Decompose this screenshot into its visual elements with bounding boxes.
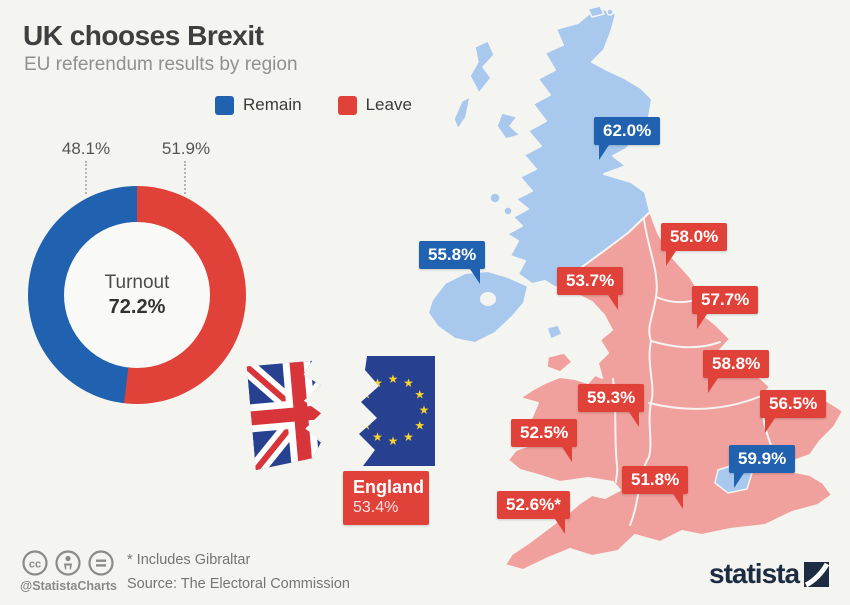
svg-text:★: ★ <box>361 388 372 402</box>
attribution-icon <box>55 550 81 576</box>
flags-svg: ★ ★ ★ ★ ★ ★ ★ ★ ★ ★ ★ ★ <box>246 356 435 471</box>
donut-remain-label: 48.1% <box>61 139 111 158</box>
turnout-title: Turnout <box>104 271 170 293</box>
svg-text:★: ★ <box>357 403 368 417</box>
cc-license: cc <box>22 550 114 576</box>
england-result-box: England 53.4% <box>343 471 429 525</box>
svg-text:★: ★ <box>388 434 399 448</box>
statista-wordmark: statista <box>709 558 800 589</box>
statista-logo-icon <box>804 561 830 587</box>
page-title: UK chooses Brexit <box>23 20 264 51</box>
uk-map-svg <box>427 5 844 571</box>
gibraltar-footnote: * Includes Gibraltar <box>127 552 251 568</box>
east-of-england-callout: 56.5% <box>760 390 827 433</box>
legend-item-leave: Leave <box>337 95 412 115</box>
lough-neagh <box>480 292 496 306</box>
leader-line-leave <box>184 161 186 194</box>
northern-ireland-callout: 55.8% <box>419 241 486 284</box>
turnout-value: 72.2% <box>108 295 166 318</box>
svg-text:★: ★ <box>372 376 383 390</box>
svg-text:★: ★ <box>403 430 414 444</box>
scotland-callout: 62.0% <box>594 117 661 160</box>
south-west-callout: 52.6%* <box>497 491 570 534</box>
torn-flags-illustration: ★ ★ ★ ★ ★ ★ ★ ★ ★ ★ ★ ★ <box>243 348 448 533</box>
legend-remain-label: Remain <box>243 95 302 114</box>
wales-callout: 52.5% <box>511 419 578 462</box>
leader-line-remain <box>85 161 87 194</box>
north-west-callout: 53.7% <box>557 267 624 310</box>
turnout-donut: Turnout 72.2% <box>28 186 246 404</box>
uk-flag-icon <box>246 357 328 471</box>
cc-icon: cc <box>22 550 48 576</box>
nd-icon <box>88 550 114 576</box>
legend-item-remain: Remain <box>215 95 302 115</box>
svg-text:★: ★ <box>414 388 425 402</box>
london-callout: 59.9% <box>729 445 796 488</box>
svg-text:cc: cc <box>29 559 41 571</box>
legend-leave-label: Leave <box>365 95 412 114</box>
remain-swatch-icon <box>215 95 234 115</box>
england-value: 53.4% <box>353 499 399 516</box>
svg-text:★: ★ <box>372 430 383 444</box>
eu-flag-icon: ★ ★ ★ ★ ★ ★ ★ ★ ★ ★ ★ ★ <box>357 356 435 466</box>
north-east-callout: 58.0% <box>661 223 728 266</box>
svg-text:★: ★ <box>388 372 399 386</box>
leave-swatch-icon <box>337 95 357 115</box>
donut-center: Turnout 72.2% <box>64 222 210 368</box>
page-subtitle: EU referendum results by region <box>24 54 298 75</box>
source-line: Source: The Electoral Commission <box>127 576 350 592</box>
svg-text:★: ★ <box>414 419 425 433</box>
east-midlands-callout: 58.8% <box>703 350 770 393</box>
west-midlands-callout: 59.3% <box>578 384 645 427</box>
statista-logo: statista <box>709 558 830 590</box>
yorkshire-callout: 57.7% <box>692 286 759 329</box>
svg-text:★: ★ <box>419 403 430 417</box>
northern-ireland-region <box>427 270 529 344</box>
statista-charts-handle: @StatistaCharts <box>20 579 117 593</box>
svg-text:★: ★ <box>403 376 414 390</box>
scottish-islands <box>453 5 614 340</box>
anglesey-island <box>546 352 574 373</box>
south-east-callout: 51.8% <box>622 466 689 509</box>
svg-text:★: ★ <box>361 419 372 433</box>
scotland-region <box>506 8 653 289</box>
uk-map <box>420 5 850 575</box>
legend: Remain Leave <box>215 95 412 115</box>
donut-leave-label: 51.9% <box>161 139 211 158</box>
england-label: England <box>353 477 424 497</box>
